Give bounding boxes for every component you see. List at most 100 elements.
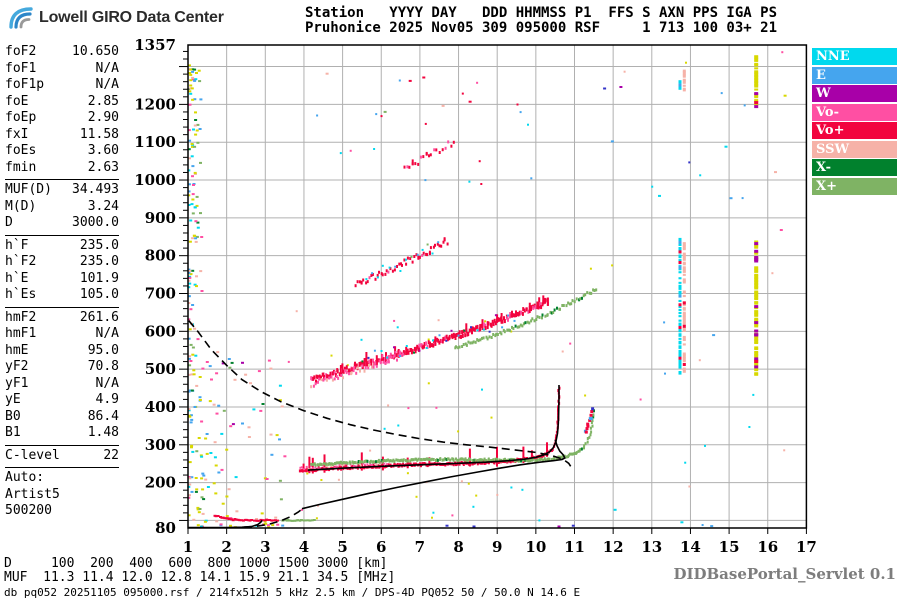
param-value: N/A: [95, 60, 119, 76]
param-label: B1: [5, 425, 21, 440]
logo-text: Lowell GIRO Data Center: [39, 9, 224, 26]
x-tick-label: 3: [260, 538, 270, 556]
echo-direction-legend: NNE E W Vo- Vo+ SSW X- X+: [812, 48, 897, 196]
trace-2F-pink: [310, 352, 404, 389]
rfi-stripe: [754, 55, 759, 376]
param-value: 235.0: [79, 254, 119, 269]
x-tick-label: 13: [641, 538, 662, 556]
section-divider: [5, 179, 119, 180]
param-value: 261.6: [79, 309, 119, 325]
y-tick-label: 1200: [134, 95, 176, 113]
param-label: hmE: [5, 342, 29, 358]
x-tick-label: 2: [221, 538, 231, 556]
servlet-watermark: DIDBasePortal_Servlet 0.1: [673, 565, 896, 583]
param-value: 86.4: [87, 408, 119, 424]
ionogram-plot: 1357120011001000900800700600500400300200…: [134, 38, 817, 556]
param-label: foF1: [5, 60, 37, 76]
param-row-muf-d-: MUF(D) 34.493: [5, 182, 119, 199]
y-tick-label: 500: [145, 360, 176, 378]
y-tick-label: 1100: [134, 133, 176, 151]
legend-item-w: W: [812, 85, 897, 102]
param-row-fof1p: foF1p N/A: [5, 77, 119, 94]
y-tick-label: 700: [145, 284, 176, 302]
axes: 1357120011001000900800700600500400300200…: [134, 38, 817, 556]
station-value-row: Pruhonice 2025 Nov05 309 095000 RSF 1 71…: [305, 20, 778, 36]
param-value: 4.9: [95, 392, 119, 407]
curve-muf-transmission-dashed: [188, 320, 573, 468]
section-divider: [5, 467, 119, 468]
param-row-foe: foE 2.85: [5, 94, 119, 111]
param-row-fof2: foF2 10.650: [5, 44, 119, 61]
y-tick-label: 200: [145, 474, 176, 492]
y-tick-label: 400: [145, 398, 176, 416]
param-row-fmin: fmin 2.63: [5, 160, 119, 177]
x-tick-label: 11: [564, 538, 585, 556]
param-value: 101.9: [79, 270, 119, 286]
param-label: yF1: [5, 375, 29, 391]
param-row-h-es: h`Es 105.0: [5, 287, 119, 304]
param-row-500200: 500200: [5, 503, 119, 520]
param-row-hmf1: hmF1 N/A: [5, 326, 119, 343]
param-label: foE: [5, 93, 29, 109]
trace-Es-O: [213, 514, 279, 522]
param-row-foes: foEs 3.60: [5, 143, 119, 160]
param-row-auto-: Auto:: [5, 470, 119, 487]
status-line: db pq052 20251105 095000.rsf / 214fx512h…: [4, 586, 581, 599]
parameter-panel: foF2 10.650 foF1 N/A foF1p N/A foE 2.85 foEp 2.90…: [5, 44, 119, 520]
x-tick-label: 9: [492, 538, 502, 556]
stray-dots: [189, 68, 787, 528]
param-row-yf2: yF2 70.8: [5, 359, 119, 376]
param-row-h-f2: h`F2 235.0: [5, 254, 119, 271]
param-row-hmf2: hmF2 261.6: [5, 310, 119, 327]
rfi-stripe: [678, 80, 682, 375]
trace-3F-confetti: [365, 241, 440, 281]
param-value: 10.650: [72, 44, 119, 59]
trace-4F: [403, 140, 455, 169]
legend-item-e: E: [812, 66, 897, 84]
param-label: foF1p: [5, 77, 45, 92]
y-tick-label: 800: [145, 247, 176, 265]
param-row-hme: hmE 95.0: [5, 343, 119, 360]
legend-item-vo: Vo+: [812, 122, 897, 139]
x-tick-label: 14: [680, 538, 701, 556]
y-tick-label: 600: [145, 322, 176, 340]
trace-2F-X: [454, 288, 598, 350]
x-tick-label: 1: [183, 538, 193, 556]
trace-F-X-top-cluster: [583, 407, 595, 434]
logo: Lowell GIRO Data Center: [8, 5, 224, 31]
legend-item-nne: NNE: [812, 48, 897, 65]
param-label: yE: [5, 392, 21, 407]
trace-2F-confetti: [361, 314, 516, 363]
param-value: 235.0: [79, 237, 119, 253]
param-label: MUF(D): [5, 182, 52, 197]
param-value: N/A: [95, 77, 119, 92]
y-tick-label: 900: [145, 209, 176, 227]
x-tick-label: 15: [719, 538, 740, 556]
legend-item-vo: Vo-: [812, 103, 897, 121]
param-label: foEp: [5, 110, 37, 125]
param-value: 1.48: [87, 425, 119, 440]
curve-profile-solid: [301, 439, 566, 510]
param-row-b0: B0 86.4: [5, 409, 119, 426]
param-label: Artist5: [5, 486, 60, 502]
param-row-m-d-: M(D) 3.24: [5, 199, 119, 216]
param-value: 2.85: [87, 93, 119, 109]
param-value: N/A: [95, 375, 119, 391]
param-label: h`F2: [5, 254, 37, 269]
x-tick-label: 10: [525, 538, 546, 556]
station-header-row: Station YYYY DAY DDD HHMMSS P1 FFS S AXN…: [305, 5, 778, 21]
curve-valley-dashed: [243, 508, 303, 528]
trace-3F: [354, 237, 449, 288]
section-divider: [5, 444, 119, 446]
y-tick-label: 1000: [134, 171, 176, 189]
legend-item-x: X-: [812, 159, 897, 176]
param-value: N/A: [95, 326, 119, 341]
x-tick-label: 7: [415, 538, 425, 556]
param-value: 2.63: [87, 159, 119, 175]
param-label: foEs: [5, 143, 37, 158]
curve-trace-fit-solid: [307, 385, 560, 471]
param-row-fof1: foF1 N/A: [5, 61, 119, 78]
noise-dots: [187, 51, 786, 529]
param-row-fxi: fxI 11.58: [5, 127, 119, 144]
x-tick-label: 5: [337, 538, 347, 556]
